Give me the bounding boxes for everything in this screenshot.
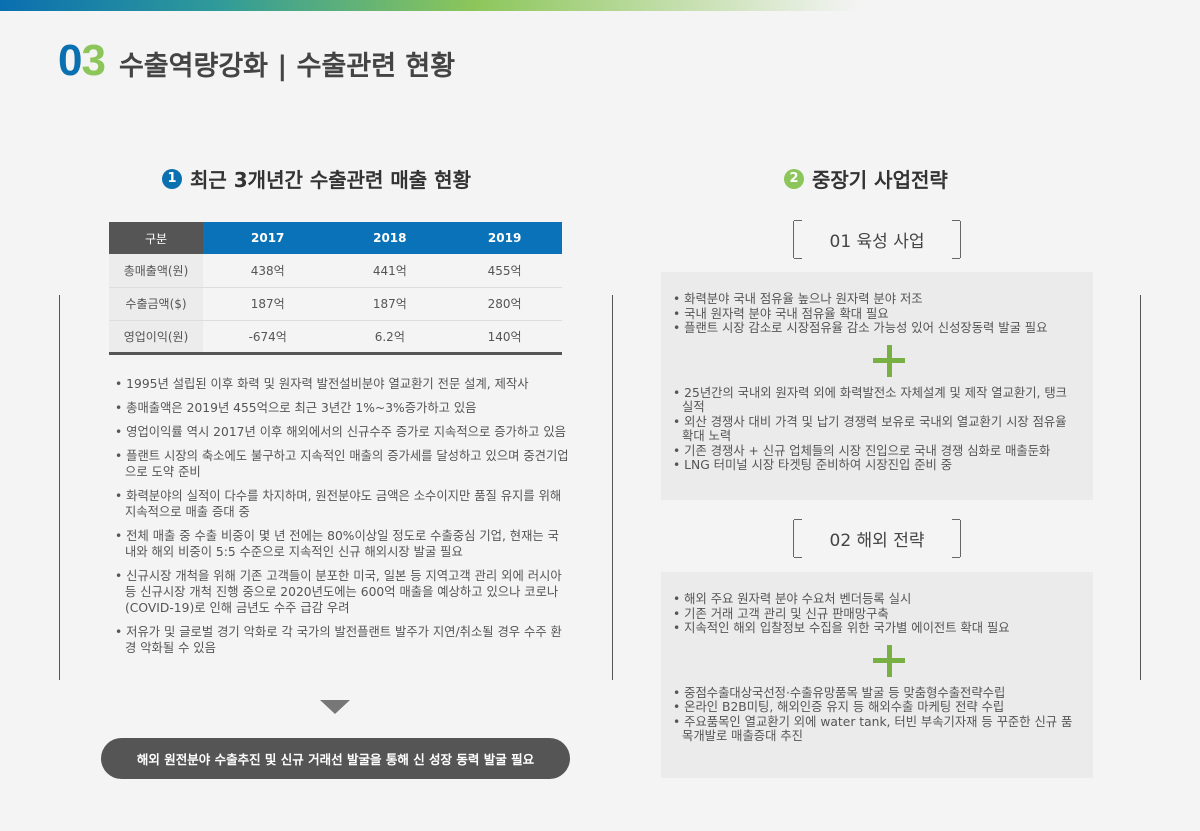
- page-title: 03 수출역량강화 | 수출관련 현황: [58, 36, 455, 86]
- list-item: 화력분야의 실적이 다수를 차지하며, 원전분야도 금액은 소수이지만 품질 유…: [115, 488, 570, 520]
- row-label: 수출금액($): [109, 287, 203, 321]
- divider: [1140, 295, 1141, 680]
- list-item: 플랜트 시장 감소로 시장점유율 감소 가능성 있어 신성장동력 발굴 필요: [673, 321, 1081, 336]
- list-item: 온라인 B2B미팅, 해외인증 유지 등 해외수출 마케팅 전략 수립: [673, 700, 1081, 715]
- list-item: 국내 원자력 분야 국내 점유율 확대 필요: [673, 307, 1081, 322]
- plus-icon: [673, 336, 1081, 386]
- cell-value: 441억: [332, 254, 448, 288]
- cell-value: -674억: [203, 320, 333, 355]
- strategy-label: 01 육성 사업: [793, 220, 961, 259]
- number-badge-icon: 1: [162, 168, 182, 189]
- cell-value: 6.2억: [332, 320, 448, 355]
- cell-value: 438억: [203, 254, 333, 288]
- list-item: 플랜트 시장의 축소에도 불구하고 지속적인 매출의 증가세를 달성하고 있으며…: [115, 448, 570, 480]
- row-label: 영업이익(원): [109, 320, 203, 355]
- page-title-text: 수출역량강화 | 수출관련 현황: [118, 51, 456, 82]
- strategy-box: 해외 주요 원자력 분야 수요처 벤더등록 실시기존 거래 고객 관리 및 신규…: [661, 572, 1093, 778]
- row-label: 총매출액(원): [109, 254, 203, 288]
- top-gradient-bar: [0, 0, 860, 11]
- list-item: 신규시장 개척을 위해 기존 고객들이 분포한 미국, 일본 등 지역고객 관리…: [115, 568, 570, 616]
- list-item: 영업이익률 역시 2017년 이후 해외에서의 신규수주 증가로 지속적으로 증…: [115, 424, 570, 440]
- list-item: 외산 경쟁사 대비 가격 및 납기 경쟁력 보유로 국내외 열교환기 시장 점유…: [673, 415, 1081, 444]
- sales-table: 구분 2017 2018 2019 총매출액(원) 438억 441억 455억 수출금…: [109, 222, 562, 355]
- strategy-box: 화력분야 국내 점유율 높으나 원자력 분야 저조국내 원자력 분야 국내 점유…: [661, 272, 1093, 500]
- divider: [612, 295, 613, 680]
- list-item: 해외 주요 원자력 분야 수요처 벤더등록 실시: [673, 592, 1081, 607]
- number-badge-icon: 2: [784, 168, 804, 189]
- list-item: 1995년 설립된 이후 화력 및 원자력 발전설비분야 열교환기 전문 설계,…: [115, 376, 570, 392]
- section2-heading: 2 중장기 사업전략: [784, 164, 948, 193]
- list-item: 주요품목인 열교환기 외에 water tank, 터빈 부속기자재 등 꾸준한…: [673, 715, 1081, 744]
- cell-value: 455억: [447, 254, 562, 288]
- cell-value: 280억: [447, 287, 562, 321]
- section-number: 03: [58, 36, 106, 85]
- list-item: 지속적인 해외 입찰정보 수집을 위한 국가별 에이전트 확대 필요: [673, 621, 1081, 636]
- table-row: 영업이익(원) -674억 6.2억 140억: [109, 320, 562, 355]
- conclusion-banner: 해외 원전분야 수출추진 및 신규 거래선 발굴을 통해 신 성장 동력 발굴 …: [101, 738, 570, 779]
- list-item: 총매출액은 2019년 455억으로 최근 3년간 1%~3%증가하고 있음: [115, 400, 570, 416]
- strategy-label: 02 해외 전략: [793, 519, 961, 558]
- list-item: 25년간의 국내외 원자력 외에 화력발전소 자체설계 및 제작 열교환기, 탱…: [673, 386, 1081, 415]
- cell-value: 187억: [203, 287, 333, 321]
- list-item: 화력분야 국내 점유율 높으나 원자력 분야 저조: [673, 292, 1081, 307]
- table-row: 총매출액(원) 438억 441억 455억: [109, 254, 562, 288]
- list-item: 중점수출대상국선정·수출유망품목 발굴 등 맞춤형수출전략수립: [673, 686, 1081, 701]
- list-item: 저유가 및 글로벌 경기 악화로 각 국가의 발전플랜트 발주가 지연/취소될 …: [115, 624, 570, 656]
- down-arrow-icon: [320, 700, 350, 714]
- divider: [59, 295, 60, 680]
- plus-icon: [673, 636, 1081, 686]
- list-item: 기존 거래 고객 관리 및 신규 판매망구축: [673, 607, 1081, 622]
- table-row: 수출금액($) 187억 187억 280억: [109, 287, 562, 321]
- cell-value: 187억: [332, 287, 448, 321]
- list-item: LNG 터미널 시장 타겟팅 준비하여 시장진입 준비 중: [673, 458, 1081, 473]
- summary-bullets: 1995년 설립된 이후 화력 및 원자력 발전설비분야 열교환기 전문 설계,…: [115, 376, 570, 664]
- list-item: 기존 경쟁사 + 신규 업체들의 시장 진입으로 국내 경쟁 심화로 매출둔화: [673, 444, 1081, 459]
- cell-value: 140억: [447, 320, 562, 355]
- section1-heading: 1 최근 3개년간 수출관련 매출 현황: [162, 164, 471, 193]
- list-item: 전체 매출 중 수출 비중이 몇 년 전에는 80%이상일 정도로 수출중심 기…: [115, 528, 570, 560]
